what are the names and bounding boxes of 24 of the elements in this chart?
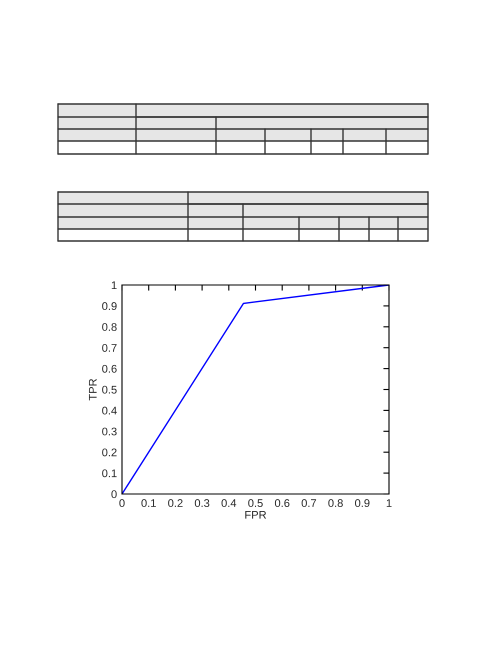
x-tick-label: 0.8 xyxy=(328,499,343,508)
y-tick-label: 0 xyxy=(111,490,117,498)
y-tick-label: 1 xyxy=(112,281,117,290)
x-axis-title: FPR xyxy=(245,511,266,519)
x-tick-label: 0.5 xyxy=(248,499,263,508)
x-tick-label: 0 xyxy=(119,499,125,508)
x-tick-label: 0.7 xyxy=(302,499,316,508)
y-axis-title: TPR xyxy=(88,378,97,400)
y-tick-label: 0.9 xyxy=(102,302,117,310)
x-tick-label: 0.9 xyxy=(355,499,370,508)
x-tick-label: 0.3 xyxy=(194,499,210,508)
x-tick-label: 0.1 xyxy=(141,499,156,508)
x-tick-label: 0.4 xyxy=(222,499,236,508)
y-tick-label: 0.3 xyxy=(102,428,117,436)
y-tick-label: 0.1 xyxy=(102,469,117,478)
x-tick-label: 0.6 xyxy=(274,499,290,508)
x-tick-label: 1 xyxy=(386,499,392,507)
x-tick-label: 0.2 xyxy=(168,499,183,508)
y-tick-label: 0.5 xyxy=(102,386,117,394)
y-tick-label: 0.6 xyxy=(102,364,117,373)
y-tick-label: 0.8 xyxy=(102,323,117,331)
y-tick-label: 0.2 xyxy=(102,448,117,456)
y-tick-label: 0.7 xyxy=(102,344,117,352)
y-tick-label: 0.4 xyxy=(102,406,117,415)
